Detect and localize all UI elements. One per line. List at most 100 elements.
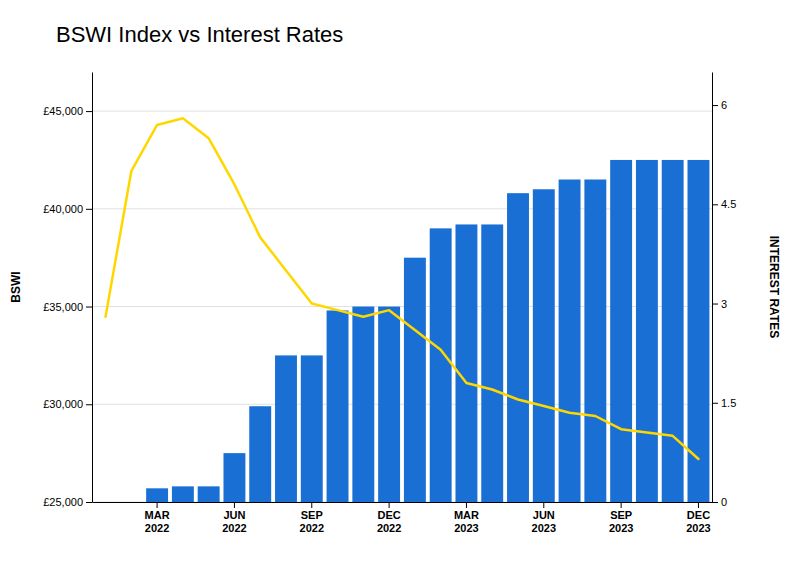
tick-label: 1.5 bbox=[721, 397, 736, 409]
tick-label: MAR2023 bbox=[454, 509, 479, 534]
axis-line bbox=[712, 73, 713, 503]
tick-label-line: 2023 bbox=[609, 522, 633, 534]
bar bbox=[559, 180, 581, 503]
tick: £45,000 bbox=[43, 105, 92, 117]
tick-label: £40,000 bbox=[43, 203, 83, 215]
tick: JUN2023 bbox=[532, 502, 556, 534]
tick-mark bbox=[389, 502, 390, 508]
tick-label: 0 bbox=[721, 496, 727, 508]
tick-label-line: SEP bbox=[301, 509, 323, 521]
bar bbox=[327, 310, 349, 502]
bar bbox=[430, 228, 452, 502]
tick-label: 3 bbox=[721, 298, 727, 310]
tick: MAR2023 bbox=[454, 502, 479, 534]
tick: £40,000 bbox=[43, 203, 92, 215]
tick-label-line: JUN bbox=[223, 509, 245, 521]
tick-label-line: MAR bbox=[454, 509, 479, 521]
bar bbox=[146, 488, 168, 502]
tick-label: MAR2022 bbox=[145, 509, 170, 534]
tick-mark bbox=[712, 403, 718, 404]
tick-mark bbox=[86, 111, 92, 112]
bar bbox=[584, 180, 606, 503]
bar bbox=[378, 307, 400, 502]
y2-axis: 0 1.5 3 4.5 6 bbox=[712, 73, 736, 509]
tick-label-line: 2023 bbox=[532, 522, 556, 534]
tick: DEC2023 bbox=[686, 502, 710, 534]
tick: SEP2022 bbox=[300, 502, 324, 534]
bar bbox=[533, 189, 555, 502]
tick-mark bbox=[311, 502, 312, 508]
tick-label: 6 bbox=[721, 99, 727, 111]
tick-mark bbox=[86, 404, 92, 405]
axis-line bbox=[93, 502, 713, 503]
tick: £35,000 bbox=[43, 301, 92, 313]
tick-mark bbox=[157, 502, 158, 508]
bar bbox=[404, 258, 426, 502]
tick: DEC2022 bbox=[377, 502, 401, 534]
tick: 3 bbox=[712, 298, 727, 310]
tick-label-line: 2022 bbox=[222, 522, 246, 534]
tick-label-line: DEC bbox=[377, 509, 400, 521]
grid bbox=[92, 111, 712, 502]
bar bbox=[249, 406, 271, 502]
tick-mark bbox=[466, 502, 467, 508]
tick-label-line: 2023 bbox=[454, 522, 478, 534]
tick-label: JUN2023 bbox=[532, 509, 556, 534]
tick-label-line: JUN bbox=[533, 509, 555, 521]
bar bbox=[352, 307, 374, 502]
bar bbox=[95, 502, 117, 503]
tick: 4.5 bbox=[712, 198, 736, 210]
tick-label: SEP2022 bbox=[300, 509, 324, 534]
x-axis: MAR2022JUN2022SEP2022DEC2022MAR2023JUN20… bbox=[93, 502, 713, 534]
tick: SEP2023 bbox=[609, 502, 633, 534]
bar bbox=[301, 355, 323, 502]
tick-mark bbox=[712, 502, 718, 503]
y2-axis-title: INTEREST RATES bbox=[767, 236, 781, 338]
tick-label-line: 2022 bbox=[377, 522, 401, 534]
tick: MAR2022 bbox=[145, 502, 170, 534]
plot-area: MAR2022JUN2022SEP2022DEC2022MAR2023JUN20… bbox=[9, 73, 781, 535]
line bbox=[106, 118, 699, 459]
tick-label: DEC2022 bbox=[377, 509, 401, 534]
tick-mark bbox=[712, 304, 718, 305]
y-axis-title: BSWI bbox=[9, 271, 23, 302]
tick-label: £30,000 bbox=[43, 398, 83, 410]
bar bbox=[120, 502, 142, 503]
bar bbox=[636, 160, 658, 502]
tick-mark bbox=[621, 502, 622, 508]
tick-label-line: 2022 bbox=[145, 522, 169, 534]
bar bbox=[481, 224, 503, 502]
tick: 0 bbox=[712, 496, 727, 508]
tick-label: DEC2023 bbox=[686, 509, 710, 534]
tick: £25,000 bbox=[43, 496, 92, 508]
tick-mark bbox=[698, 502, 699, 508]
bar-series bbox=[146, 160, 709, 502]
tick-label: £35,000 bbox=[43, 301, 83, 313]
bar bbox=[275, 355, 297, 502]
tick-mark bbox=[712, 105, 718, 106]
tick-label-line: 2022 bbox=[300, 522, 324, 534]
chart-container: MAR2022JUN2022SEP2022DEC2022MAR2023JUN20… bbox=[0, 0, 792, 564]
tick: 1.5 bbox=[712, 397, 736, 409]
tick: JUN2022 bbox=[222, 502, 246, 534]
bar bbox=[507, 193, 529, 502]
bar bbox=[662, 160, 684, 502]
tick-label-line: 2023 bbox=[686, 522, 710, 534]
tick-label-line: MAR bbox=[145, 509, 170, 521]
chart-svg: MAR2022JUN2022SEP2022DEC2022MAR2023JUN20… bbox=[0, 0, 792, 564]
bar bbox=[223, 453, 245, 502]
tick: £30,000 bbox=[43, 398, 92, 410]
axis-line bbox=[92, 73, 93, 503]
tick-label: £25,000 bbox=[43, 496, 83, 508]
tick-mark bbox=[234, 502, 235, 508]
grid-line bbox=[92, 111, 712, 112]
tick-label: JUN2022 bbox=[222, 509, 246, 534]
bar bbox=[455, 224, 477, 502]
tick-mark bbox=[86, 307, 92, 308]
tick-label: £45,000 bbox=[43, 105, 83, 117]
marks bbox=[106, 118, 710, 502]
tick-label-line: SEP bbox=[610, 509, 632, 521]
y-axis: £25,000 £30,000 £35,000 £40,000 £45,000 bbox=[43, 73, 92, 509]
tick-label: SEP2023 bbox=[609, 509, 633, 534]
tick-mark bbox=[86, 502, 92, 503]
